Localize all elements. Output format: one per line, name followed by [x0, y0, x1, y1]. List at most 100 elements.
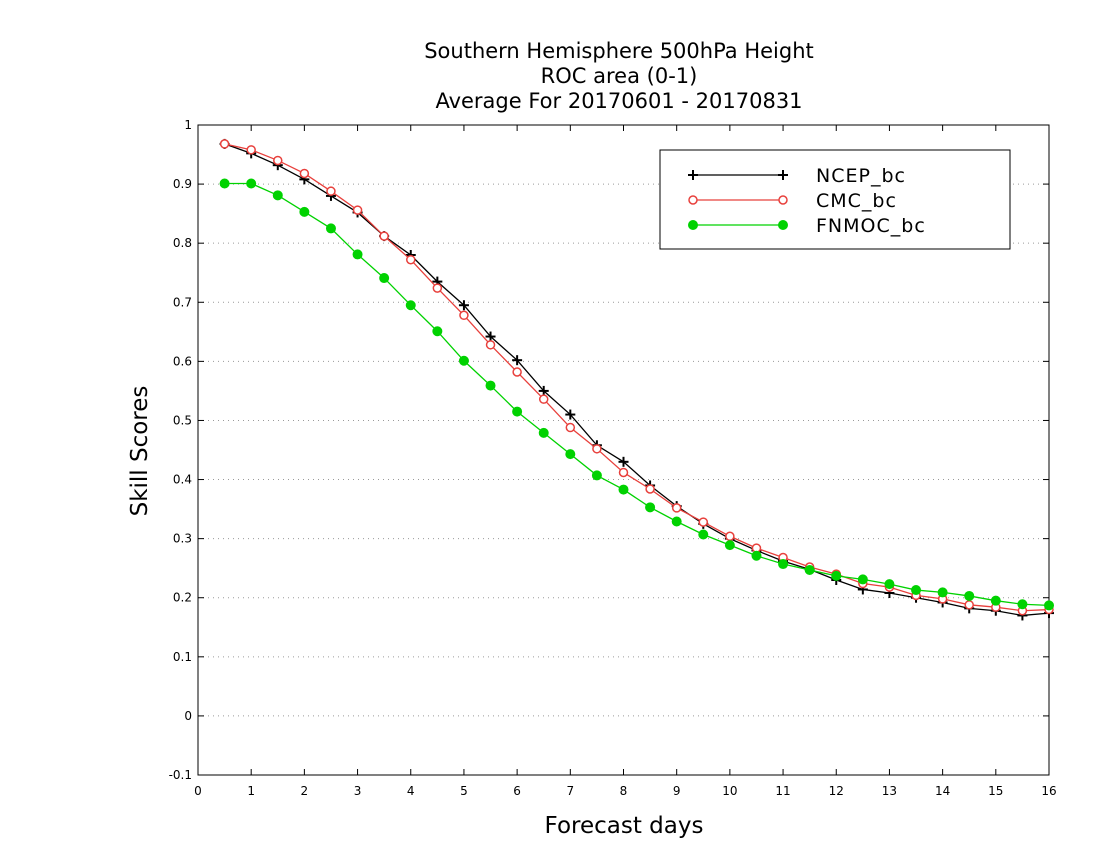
y-tick-label: 0.3: [173, 532, 192, 546]
data-point-cmc-bc: [964, 600, 974, 610]
series-fnmoc-bc: [219, 178, 1054, 611]
data-point-fnmoc-bc: [645, 502, 656, 513]
data-point-cmc-bc: [725, 531, 735, 542]
data-point-cmc-bc: [645, 484, 655, 494]
y-tick-label: 0: [184, 709, 192, 723]
x-tick-label: 1: [247, 784, 255, 798]
x-tick-label: 13: [882, 784, 897, 798]
data-point-fnmoc-bc: [964, 590, 975, 601]
data-point-ncep-bc: [618, 456, 629, 467]
legend: NCEP_bc CMC_bc FNMOC_bc: [659, 149, 1011, 250]
data-point-fnmoc-bc: [804, 564, 815, 575]
grid: [198, 183, 1049, 717]
x-tick-label: 9: [673, 784, 681, 798]
data-point-cmc-bc: [485, 340, 496, 350]
y-tick-label: 0.5: [173, 413, 192, 427]
data-point-cmc-bc: [698, 517, 709, 527]
legend-item-fnmoc-bc: FNMOC_bc: [688, 215, 926, 237]
title-line: Southern Hemisphere 500hPa Height: [424, 39, 814, 63]
data-point-fnmoc-bc: [698, 529, 709, 540]
data-point-fnmoc-bc: [778, 559, 789, 570]
y-tick-label: 0.1: [173, 650, 192, 664]
x-tick-label: 5: [460, 784, 468, 798]
legend-marker: [778, 220, 788, 230]
data-point-cmc-bc: [538, 394, 549, 404]
x-tick-label: 2: [301, 784, 309, 798]
title-line: ROC area (0-1): [541, 64, 698, 88]
data-point-cmc-bc: [618, 467, 629, 478]
data-point-fnmoc-bc: [857, 574, 868, 585]
data-point-fnmoc-bc: [565, 449, 576, 460]
x-tick-label: 3: [354, 784, 362, 798]
legend-label: CMC_bc: [816, 190, 897, 212]
data-point-fnmoc-bc: [751, 550, 762, 561]
title-line: Average For 20170601 - 20170831: [435, 89, 802, 113]
data-point-fnmoc-bc: [458, 355, 469, 366]
y-tick-label: 1: [184, 118, 192, 132]
data-point-fnmoc-bc: [724, 540, 735, 551]
x-tick-label: 10: [722, 784, 737, 798]
series-cmc-bc: [219, 139, 1054, 616]
y-tick-label: 0.9: [173, 177, 192, 191]
data-point-ncep-bc: [538, 385, 549, 396]
x-tick-label: 16: [1041, 784, 1056, 798]
y-tick-label: 0.6: [173, 354, 192, 368]
legend-marker: [778, 170, 788, 180]
data-point-cmc-bc: [246, 145, 256, 155]
data-point-fnmoc-bc: [1044, 600, 1054, 611]
data-point-fnmoc-bc: [591, 470, 602, 481]
legend-marker: [688, 195, 698, 205]
data-point-fnmoc-bc: [352, 249, 363, 260]
data-point-cmc-bc: [219, 139, 230, 149]
data-point-fnmoc-bc: [379, 273, 390, 284]
data-point-ncep-bc: [512, 355, 523, 366]
x-tick-label: 4: [407, 784, 415, 798]
data-point-fnmoc-bc: [432, 326, 443, 337]
data-point-cmc-bc: [592, 444, 602, 454]
y-tick-label: 0.4: [173, 473, 192, 487]
data-point-cmc-bc: [512, 367, 522, 377]
data-point-cmc-bc: [299, 168, 310, 179]
data-point-cmc-bc: [671, 503, 682, 513]
data-point-fnmoc-bc: [671, 516, 682, 527]
x-tick-label: 12: [829, 784, 844, 798]
data-point-fnmoc-bc: [512, 406, 523, 417]
data-point-fnmoc-bc: [299, 206, 310, 217]
data-point-fnmoc-bc: [884, 579, 895, 590]
data-point-fnmoc-bc: [405, 300, 416, 311]
data-point-fnmoc-bc: [831, 570, 842, 581]
x-tick-label: 0: [194, 784, 202, 798]
x-tick-label: 6: [513, 784, 521, 798]
data-point-cmc-bc: [379, 231, 389, 241]
data-point-fnmoc-bc: [485, 380, 496, 391]
data-point-fnmoc-bc: [911, 585, 922, 596]
data-point-fnmoc-bc: [937, 587, 948, 598]
legend-label: FNMOC_bc: [816, 215, 926, 237]
y-axis-title: Skill Scores: [127, 386, 153, 517]
legend-marker: [778, 195, 788, 205]
legend-item-cmc-bc: CMC_bc: [688, 190, 897, 212]
data-point-fnmoc-bc: [618, 484, 629, 495]
data-series: [219, 138, 1054, 621]
y-tick-label: 0.8: [173, 236, 192, 250]
legend-item-ncep-bc: NCEP_bc: [688, 165, 905, 187]
x-tick-label: 15: [988, 784, 1003, 798]
data-point-cmc-bc: [565, 422, 576, 433]
data-point-ncep-bc: [485, 331, 496, 342]
data-point-fnmoc-bc: [219, 178, 230, 189]
y-tick-label: 0.7: [173, 295, 192, 309]
x-tick-label: 11: [775, 784, 790, 798]
x-axis-title: Forecast days: [545, 813, 704, 839]
y-tick-label: 0.2: [173, 591, 192, 605]
y-tick-label: -0.1: [169, 768, 192, 782]
data-point-cmc-bc: [432, 283, 443, 293]
data-point-fnmoc-bc: [538, 427, 549, 438]
x-tick-label: 8: [620, 784, 628, 798]
data-point-cmc-bc: [326, 186, 336, 196]
data-point-fnmoc-bc: [990, 595, 1001, 606]
data-point-ncep-bc: [458, 300, 469, 311]
data-point-fnmoc-bc: [1017, 599, 1028, 610]
data-point-fnmoc-bc: [272, 190, 283, 201]
